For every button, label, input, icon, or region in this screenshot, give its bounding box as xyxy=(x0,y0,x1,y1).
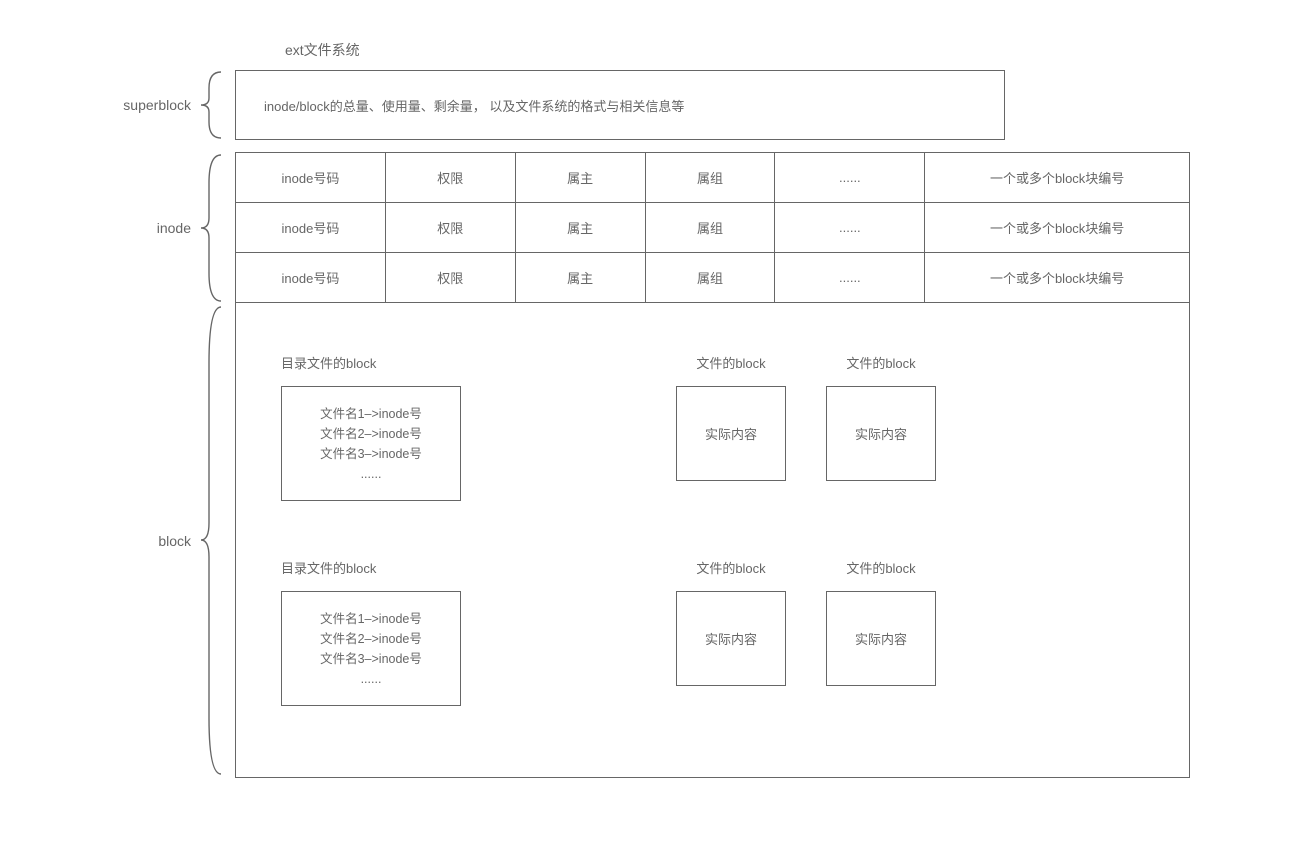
file-block-group: 文件的block 实际内容 xyxy=(821,558,941,686)
dir-entry: ...... xyxy=(361,669,382,689)
file-block-group: 文件的block 实际内容 xyxy=(821,353,941,481)
file-block-group: 文件的block 实际内容 xyxy=(671,353,791,481)
dir-entry: 文件名1–>inode号 xyxy=(320,404,422,424)
inode-table: inode号码 权限 属主 属组 ...... 一个或多个block块编号 in… xyxy=(235,152,1190,303)
directory-block-group: 目录文件的block 文件名1–>inode号 文件名2–>inode号 文件名… xyxy=(281,558,471,706)
cell-permission: 权限 xyxy=(385,203,515,253)
file-block-content: 实际内容 xyxy=(855,629,907,648)
cell-permission: 权限 xyxy=(385,153,515,203)
cell-ellipsis: ...... xyxy=(775,253,925,303)
inode-content: inode号码 权限 属主 属组 ...... 一个或多个block块编号 in… xyxy=(235,152,1280,303)
superblock-label: superblock xyxy=(123,97,191,113)
file-block-title: 文件的block xyxy=(671,353,791,372)
title-row: ext文件系统 xyxy=(30,20,1280,70)
superblock-content: inode/block的总量、使用量、剩余量， 以及文件系统的格式与相关信息等 xyxy=(235,70,1280,140)
cell-block-numbers: 一个或多个block块编号 xyxy=(925,253,1190,303)
inode-label-col: inode xyxy=(30,152,235,303)
ext-filesystem-diagram: ext文件系统 superblock inode/block的总量、使用量、剩余… xyxy=(30,20,1280,778)
dir-entry: 文件名2–>inode号 xyxy=(320,629,422,649)
table-row: inode号码 权限 属主 属组 ...... 一个或多个block块编号 xyxy=(236,253,1190,303)
file-block-box: 实际内容 xyxy=(826,591,936,686)
directory-block-group: 目录文件的block 文件名1–>inode号 文件名2–>inode号 文件名… xyxy=(281,353,471,501)
block-section: block 目录文件的block 文件名1–>inode号 文件名2–>inod… xyxy=(30,303,1280,778)
cell-permission: 权限 xyxy=(385,253,515,303)
dir-entry: 文件名3–>inode号 xyxy=(320,444,422,464)
block-label-col: block xyxy=(30,303,235,778)
cell-inode-number: inode号码 xyxy=(236,203,386,253)
cell-block-numbers: 一个或多个block块编号 xyxy=(925,203,1190,253)
file-block-box: 实际内容 xyxy=(826,386,936,481)
cell-block-numbers: 一个或多个block块编号 xyxy=(925,153,1190,203)
cell-owner: 属主 xyxy=(515,203,645,253)
cell-owner: 属主 xyxy=(515,253,645,303)
dir-entry: 文件名2–>inode号 xyxy=(320,424,422,444)
inode-label: inode xyxy=(157,220,191,236)
block-area: 目录文件的block 文件名1–>inode号 文件名2–>inode号 文件名… xyxy=(235,303,1190,778)
table-row: inode号码 权限 属主 属组 ...... 一个或多个block块编号 xyxy=(236,203,1190,253)
dir-entry: 文件名3–>inode号 xyxy=(320,649,422,669)
directory-block-title: 目录文件的block xyxy=(281,353,471,372)
directory-block-title: 目录文件的block xyxy=(281,558,471,577)
directory-block-box: 文件名1–>inode号 文件名2–>inode号 文件名3–>inode号 .… xyxy=(281,386,461,501)
file-block-content: 实际内容 xyxy=(705,629,757,648)
file-block-title: 文件的block xyxy=(671,558,791,577)
file-block-box: 实际内容 xyxy=(676,386,786,481)
cell-inode-number: inode号码 xyxy=(236,253,386,303)
brace-icon xyxy=(197,303,227,778)
cell-ellipsis: ...... xyxy=(775,203,925,253)
file-block-content: 实际内容 xyxy=(855,424,907,443)
cell-ellipsis: ...... xyxy=(775,153,925,203)
brace-icon xyxy=(197,70,227,140)
cell-group: 属组 xyxy=(645,153,775,203)
superblock-box: inode/block的总量、使用量、剩余量， 以及文件系统的格式与相关信息等 xyxy=(235,70,1005,140)
dir-entry: 文件名1–>inode号 xyxy=(320,609,422,629)
cell-group: 属组 xyxy=(645,203,775,253)
diagram-title: ext文件系统 xyxy=(285,40,360,60)
directory-block-box: 文件名1–>inode号 文件名2–>inode号 文件名3–>inode号 .… xyxy=(281,591,461,706)
file-block-content: 实际内容 xyxy=(705,424,757,443)
file-block-title: 文件的block xyxy=(821,558,941,577)
file-block-box: 实际内容 xyxy=(676,591,786,686)
superblock-label-col: superblock xyxy=(30,70,235,140)
inode-section: inode inode号码 权限 属主 属组 ...... 一个或多个block… xyxy=(30,152,1280,303)
file-block-title: 文件的block xyxy=(821,353,941,372)
superblock-text: inode/block的总量、使用量、剩余量， 以及文件系统的格式与相关信息等 xyxy=(264,96,684,115)
cell-group: 属组 xyxy=(645,253,775,303)
brace-icon xyxy=(197,153,227,303)
block-content: 目录文件的block 文件名1–>inode号 文件名2–>inode号 文件名… xyxy=(235,303,1280,778)
table-row: inode号码 权限 属主 属组 ...... 一个或多个block块编号 xyxy=(236,153,1190,203)
superblock-section: superblock inode/block的总量、使用量、剩余量， 以及文件系… xyxy=(30,70,1280,140)
block-label: block xyxy=(158,533,191,549)
dir-entry: ...... xyxy=(361,464,382,484)
file-block-group: 文件的block 实际内容 xyxy=(671,558,791,686)
cell-inode-number: inode号码 xyxy=(236,153,386,203)
cell-owner: 属主 xyxy=(515,153,645,203)
